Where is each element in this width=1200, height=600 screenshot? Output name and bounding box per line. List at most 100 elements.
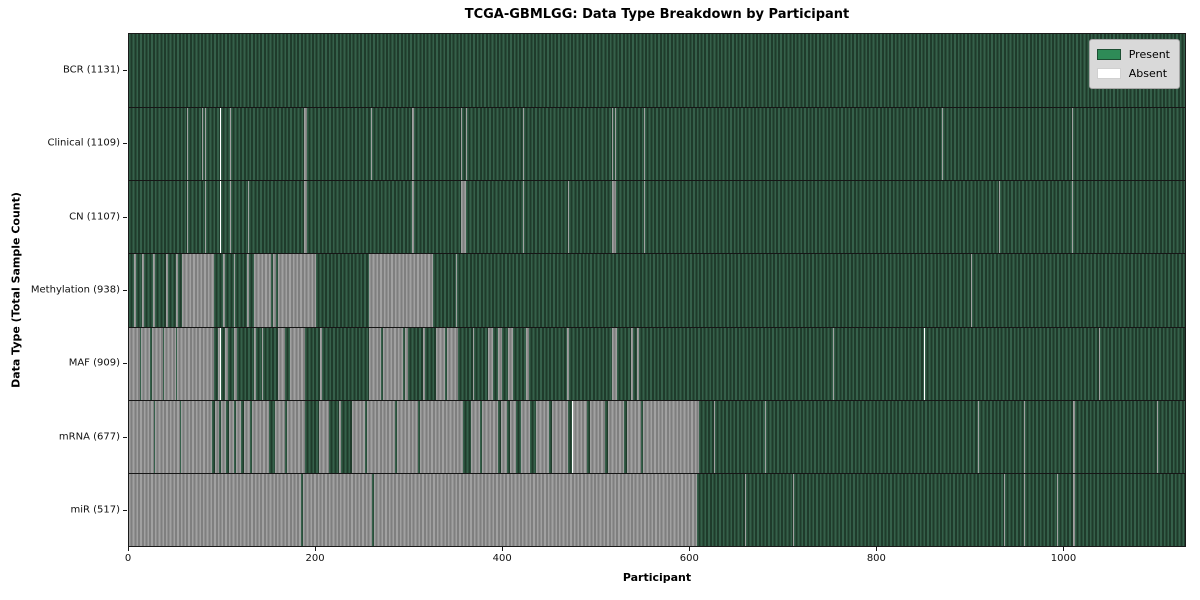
y-axis-tick-labels: BCR (1131) Clinical (1109) CN (1107) Methyl… xyxy=(0,33,120,547)
segment-absent xyxy=(254,254,271,327)
segment-absent xyxy=(436,327,445,400)
segment-present xyxy=(155,254,167,327)
segment-absent xyxy=(272,254,276,327)
segment-present xyxy=(150,327,153,400)
segment-present xyxy=(418,400,421,473)
segment-absent xyxy=(217,327,221,400)
segment-absent xyxy=(631,327,634,400)
segment-present xyxy=(502,327,509,400)
segment-present xyxy=(698,400,715,473)
segment-present xyxy=(444,327,448,400)
segment-absent xyxy=(833,327,834,400)
segment-absent xyxy=(373,473,697,546)
segment-absent xyxy=(509,400,517,473)
segment-absent xyxy=(352,400,366,473)
segment-present xyxy=(307,181,412,254)
segment-present xyxy=(408,327,424,400)
segment-present xyxy=(371,473,374,546)
segment-absent xyxy=(521,400,531,473)
segment-present xyxy=(202,108,205,181)
segment-present xyxy=(972,254,1185,327)
segment-present xyxy=(143,254,154,327)
segment-present xyxy=(220,327,226,400)
segment-absent xyxy=(497,327,503,400)
segment-present xyxy=(605,400,608,473)
segment-absent xyxy=(461,108,463,181)
segment-absent xyxy=(142,254,144,327)
segment-present xyxy=(943,108,1073,181)
segment-absent xyxy=(225,327,228,400)
segment-present xyxy=(1004,473,1025,546)
segment-absent xyxy=(470,400,481,473)
segment-absent xyxy=(233,254,236,327)
segment-present xyxy=(284,400,287,473)
segment-absent xyxy=(411,108,414,181)
segment-present xyxy=(640,400,644,473)
segment-present xyxy=(568,181,612,254)
segment-present xyxy=(180,400,182,473)
segment-absent xyxy=(611,327,618,400)
segment-absent xyxy=(523,181,524,254)
segment-absent xyxy=(229,108,231,181)
plot-area: Present Absent xyxy=(128,33,1186,547)
x-tick-label-200: 200 xyxy=(305,553,325,564)
segment-present xyxy=(205,108,221,181)
segment-absent xyxy=(153,254,156,327)
y-tick-bcr xyxy=(123,69,127,71)
segment-absent xyxy=(181,400,213,473)
x-tick-1000 xyxy=(1063,547,1065,551)
segment-present xyxy=(480,400,482,473)
segment-absent xyxy=(525,327,529,400)
segment-present xyxy=(230,108,304,181)
segment-absent xyxy=(261,327,264,400)
segment-absent xyxy=(1003,473,1005,546)
segment-present xyxy=(275,254,279,327)
segment-present xyxy=(530,400,537,473)
segment-present xyxy=(140,327,142,400)
segment-absent xyxy=(368,327,382,400)
segment-absent xyxy=(223,254,226,327)
segment-absent xyxy=(1099,327,1101,400)
segment-absent xyxy=(233,327,238,400)
segment-absent xyxy=(302,473,372,546)
x-tick-label-1000: 1000 xyxy=(1050,553,1077,564)
segment-present xyxy=(633,327,637,400)
segment-absent xyxy=(152,327,163,400)
segment-absent xyxy=(551,400,568,473)
segment-absent xyxy=(274,400,285,473)
segment-present xyxy=(218,400,222,473)
row-methylation xyxy=(129,253,1185,327)
segment-present xyxy=(765,400,978,473)
row-bcr xyxy=(129,34,1185,108)
segment-absent xyxy=(536,400,550,473)
segment-absent xyxy=(405,327,409,400)
segment-present xyxy=(221,108,230,181)
segment-absent xyxy=(204,181,206,254)
segment-present xyxy=(307,108,371,181)
segment-absent xyxy=(611,181,617,254)
segment-present xyxy=(135,254,143,327)
segment-present xyxy=(300,473,303,546)
segment-absent xyxy=(289,327,306,400)
x-tick-200 xyxy=(315,547,317,551)
segment-present xyxy=(413,108,462,181)
segment-present xyxy=(340,400,353,473)
segment-present xyxy=(638,327,833,400)
segment-absent xyxy=(590,400,606,473)
segment-absent xyxy=(461,181,467,254)
x-tick-0 xyxy=(128,547,129,551)
segment-present xyxy=(457,327,473,400)
legend-swatch-absent xyxy=(1096,68,1121,79)
x-tick-label-0: 0 xyxy=(124,553,132,564)
segment-present xyxy=(616,108,645,181)
segment-present xyxy=(187,108,202,181)
segment-absent xyxy=(254,327,256,400)
y-tick-mir xyxy=(123,510,127,512)
segment-absent xyxy=(382,327,403,400)
segment-absent xyxy=(1072,181,1073,254)
segment-present xyxy=(568,327,612,400)
segment-present xyxy=(612,108,616,181)
segment-absent xyxy=(370,108,372,181)
segment-absent xyxy=(942,108,944,181)
